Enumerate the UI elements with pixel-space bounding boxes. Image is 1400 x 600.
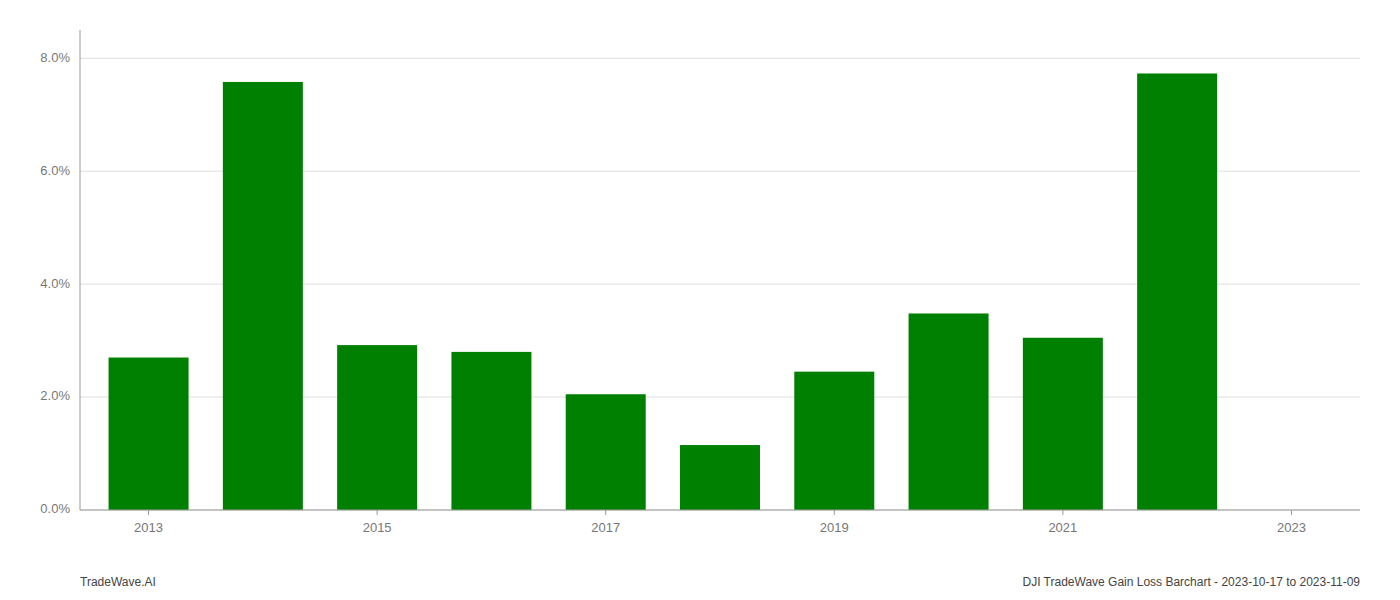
- x-tick: [1291, 510, 1292, 515]
- x-tick-label: 2021: [1048, 520, 1077, 535]
- bar: [1023, 338, 1103, 510]
- x-tick-label: 2013: [134, 520, 163, 535]
- x-tick: [605, 510, 606, 515]
- bar: [566, 394, 646, 510]
- x-tick-label: 2015: [363, 520, 392, 535]
- x-tick-label: 2017: [591, 520, 620, 535]
- x-tick-label: 2023: [1277, 520, 1306, 535]
- x-tick: [834, 510, 835, 515]
- bar: [794, 372, 874, 510]
- y-tick-label: 4.0%: [40, 276, 70, 291]
- grid: [80, 58, 1360, 510]
- x-tick-label: 2019: [820, 520, 849, 535]
- x-tick: [148, 510, 149, 515]
- y-tick-label: 0.0%: [40, 501, 70, 516]
- footer: TradeWave.AI DJI TradeWave Gain Loss Barc…: [80, 575, 1360, 589]
- bar: [680, 445, 760, 510]
- grid-line: [80, 510, 1360, 511]
- bar: [109, 358, 189, 510]
- bars: [109, 73, 1218, 510]
- grid-line: [80, 58, 1360, 59]
- chart-container: 0.0% 2.0% 4.0% 6.0% 8.0% 2013 2015 2017 2019 2021…: [0, 0, 1400, 600]
- footer-right: DJI TradeWave Gain Loss Barchart - 2023-…: [1022, 575, 1360, 589]
- x-tick: [1062, 510, 1063, 515]
- y-ticks: 0.0% 2.0% 4.0% 6.0% 8.0%: [40, 50, 70, 517]
- y-tick-label: 6.0%: [40, 163, 70, 178]
- y-tick-label: 8.0%: [40, 50, 70, 65]
- bar: [223, 82, 303, 510]
- x-axis-line: [80, 510, 1360, 511]
- bar: [451, 352, 531, 510]
- chart: 0.0% 2.0% 4.0% 6.0% 8.0% 2013 2015 2017 2019 2021…: [0, 0, 1400, 600]
- y-tick-label: 2.0%: [40, 388, 70, 403]
- y-axis-line: [80, 30, 81, 510]
- footer-left: TradeWave.AI: [80, 575, 156, 589]
- bar: [337, 345, 417, 510]
- bar: [1137, 73, 1217, 510]
- x-tick: [377, 510, 378, 515]
- x-ticks: 2013 2015 2017 2019 2021 2023: [134, 510, 1306, 535]
- bar: [909, 313, 989, 510]
